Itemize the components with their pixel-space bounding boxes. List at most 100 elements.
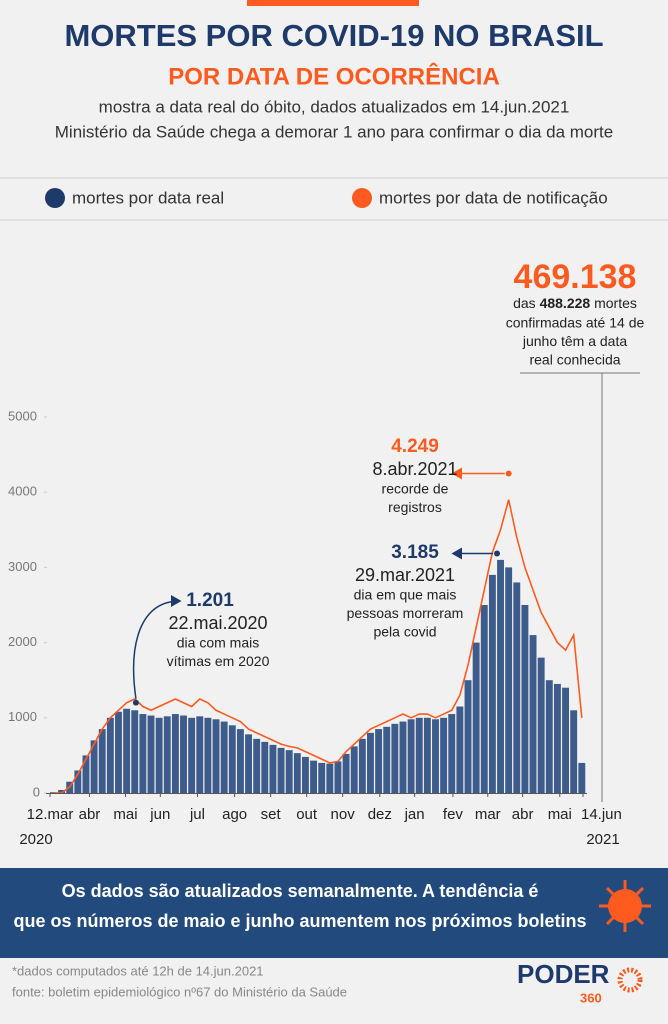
bar — [529, 635, 537, 793]
x-tick-label: abr — [79, 806, 101, 823]
bar — [180, 715, 187, 793]
bar — [383, 726, 391, 793]
bar — [415, 717, 423, 793]
bar — [98, 729, 106, 793]
bar — [301, 756, 309, 793]
bar — [90, 740, 98, 793]
bar — [163, 716, 171, 793]
bar — [82, 755, 90, 793]
line-series — [53, 499, 583, 794]
bar — [147, 715, 155, 793]
logo-burst — [617, 967, 643, 993]
x-tick-label: mar — [475, 806, 501, 823]
logo: 360 — [580, 990, 602, 1005]
bar — [448, 714, 456, 793]
legend-label: mortes por data real — [72, 188, 224, 207]
bar — [196, 716, 204, 793]
year-label: 2020 — [19, 831, 52, 848]
annotation-text: dia com mais — [177, 635, 259, 651]
bar — [505, 567, 513, 793]
annotation-point — [132, 699, 139, 706]
footer-text: Os dados são atualizados semanalmente. A… — [62, 881, 539, 901]
bar — [399, 721, 407, 793]
y-tick-label: 4000 — [8, 484, 37, 499]
bar — [407, 719, 415, 793]
y-tick-label: 5000 — [8, 408, 37, 423]
bar — [171, 714, 179, 793]
annotation-value: 1.201 — [186, 590, 234, 611]
bar — [553, 683, 561, 793]
bar — [562, 687, 570, 793]
bar — [472, 642, 480, 793]
y-tick-label: 2000 — [8, 634, 37, 649]
bar — [391, 723, 399, 793]
total-text: real conhecida — [529, 352, 620, 368]
annotation-value: 3.185 — [391, 542, 439, 563]
bar — [188, 717, 196, 793]
bar — [220, 721, 228, 793]
y-tick-label: 1000 — [8, 709, 37, 724]
total-text: confirmadas até 14 de — [506, 315, 645, 331]
bar — [334, 761, 342, 793]
x-tick-label: dez — [368, 806, 392, 823]
description: Ministério da Saúde chega a demorar 1 an… — [55, 122, 613, 141]
bar — [245, 734, 252, 793]
annotation-date: 29.mar.2021 — [355, 565, 455, 585]
x-tick-label: out — [296, 806, 318, 823]
annotation-point — [505, 470, 512, 477]
bar — [74, 770, 82, 793]
annotation-point — [494, 550, 501, 557]
annotation-text: dia em que mais — [354, 587, 457, 603]
annotation-text: recorde de — [382, 481, 449, 497]
legend-label: mortes por data de notificação — [379, 188, 608, 207]
bar — [545, 680, 553, 793]
total-text: junho têm a data — [522, 333, 628, 349]
note: *dados computados até 12h de 14.jun.2021 — [12, 963, 264, 978]
bar — [115, 711, 122, 793]
bar — [139, 714, 147, 793]
x-tick-label: fev — [443, 806, 464, 823]
bar — [131, 710, 139, 793]
bar — [293, 753, 301, 793]
bar — [261, 741, 269, 793]
note: fonte: boletim epidemiológico nº67 do Mi… — [12, 984, 347, 999]
x-tick-label: jun — [149, 806, 170, 823]
x-tick-label: 14.jun — [581, 806, 622, 823]
bar — [488, 574, 496, 793]
annotation-date: 22.mai.2020 — [168, 613, 267, 633]
bar — [342, 753, 350, 793]
description: mostra a data real do óbito, dados atual… — [99, 97, 570, 116]
x-tick-label: set — [261, 806, 282, 823]
bar — [456, 706, 464, 793]
bar — [155, 717, 163, 793]
bar — [318, 762, 326, 793]
x-tick-label: abr — [512, 806, 534, 823]
bar — [350, 746, 358, 793]
total-text: mortes — [590, 295, 637, 311]
bar — [358, 738, 366, 793]
bar — [367, 732, 374, 793]
bar — [269, 744, 277, 793]
total-confirmed: 488.228 — [540, 295, 591, 311]
bar — [480, 605, 488, 793]
x-tick-label: mai — [113, 806, 137, 823]
x-tick-label: nov — [331, 806, 356, 823]
x-tick-label: 12.mar — [27, 806, 74, 823]
bar — [326, 763, 334, 793]
x-tick-label: mai — [548, 806, 572, 823]
bar — [204, 717, 212, 793]
bar — [236, 729, 244, 793]
annotation-date: 8.abr.2021 — [372, 459, 457, 479]
footer-text: que os números de maio e junho aumentem … — [13, 911, 586, 931]
bar — [58, 789, 66, 793]
bar — [212, 719, 220, 793]
bar — [513, 582, 521, 793]
y-tick-label: 3000 — [8, 559, 37, 574]
bar — [570, 710, 578, 793]
bar — [106, 717, 114, 793]
bar — [521, 605, 529, 793]
annotation-text: vítimas em 2020 — [167, 653, 270, 669]
bar — [253, 738, 261, 793]
top-accent — [247, 0, 419, 6]
